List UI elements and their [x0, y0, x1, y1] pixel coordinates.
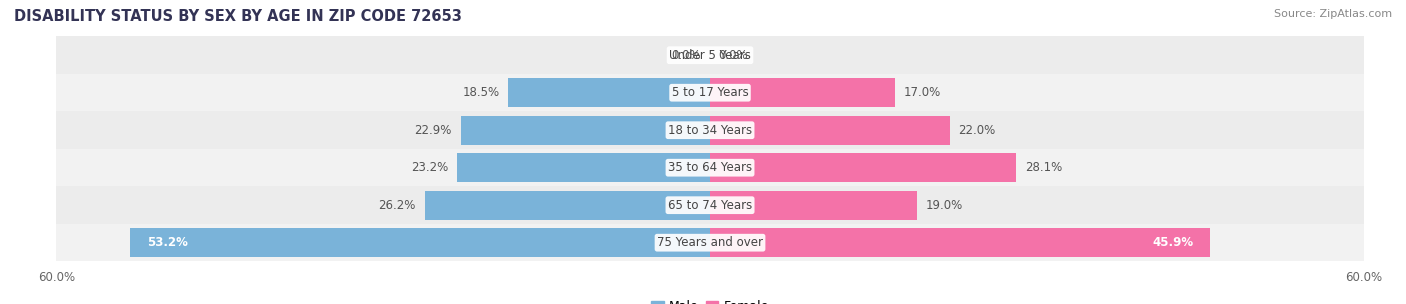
Bar	[710, 191, 917, 220]
Bar	[710, 153, 1017, 182]
Legend: Male, Female: Male, Female	[647, 295, 773, 304]
Text: 26.2%: 26.2%	[378, 199, 416, 212]
Text: 18.5%: 18.5%	[463, 86, 499, 99]
Text: 65 to 74 Years: 65 to 74 Years	[668, 199, 752, 212]
Text: 19.0%: 19.0%	[925, 199, 963, 212]
Bar	[710, 116, 950, 145]
Bar	[56, 186, 1364, 224]
Text: 5 to 17 Years: 5 to 17 Years	[672, 86, 748, 99]
Bar	[56, 36, 1364, 74]
Text: 23.2%: 23.2%	[412, 161, 449, 174]
Text: 0.0%: 0.0%	[718, 49, 748, 62]
Bar	[457, 153, 710, 182]
Bar	[461, 116, 710, 145]
Bar	[710, 228, 1211, 257]
Text: 28.1%: 28.1%	[1025, 161, 1062, 174]
Text: 0.0%: 0.0%	[672, 49, 702, 62]
Text: Source: ZipAtlas.com: Source: ZipAtlas.com	[1274, 9, 1392, 19]
Text: 53.2%: 53.2%	[146, 236, 187, 249]
Text: DISABILITY STATUS BY SEX BY AGE IN ZIP CODE 72653: DISABILITY STATUS BY SEX BY AGE IN ZIP C…	[14, 9, 463, 24]
Bar	[56, 74, 1364, 112]
Bar	[509, 78, 710, 107]
Text: 17.0%: 17.0%	[904, 86, 941, 99]
Text: 75 Years and over: 75 Years and over	[657, 236, 763, 249]
Text: 22.9%: 22.9%	[415, 124, 451, 137]
Bar	[56, 149, 1364, 186]
Bar	[56, 224, 1364, 261]
Text: 18 to 34 Years: 18 to 34 Years	[668, 124, 752, 137]
Text: 22.0%: 22.0%	[959, 124, 995, 137]
Bar	[131, 228, 710, 257]
Bar	[425, 191, 710, 220]
Text: Under 5 Years: Under 5 Years	[669, 49, 751, 62]
Bar	[710, 78, 896, 107]
Text: 35 to 64 Years: 35 to 64 Years	[668, 161, 752, 174]
Bar	[56, 112, 1364, 149]
Text: 45.9%: 45.9%	[1153, 236, 1194, 249]
